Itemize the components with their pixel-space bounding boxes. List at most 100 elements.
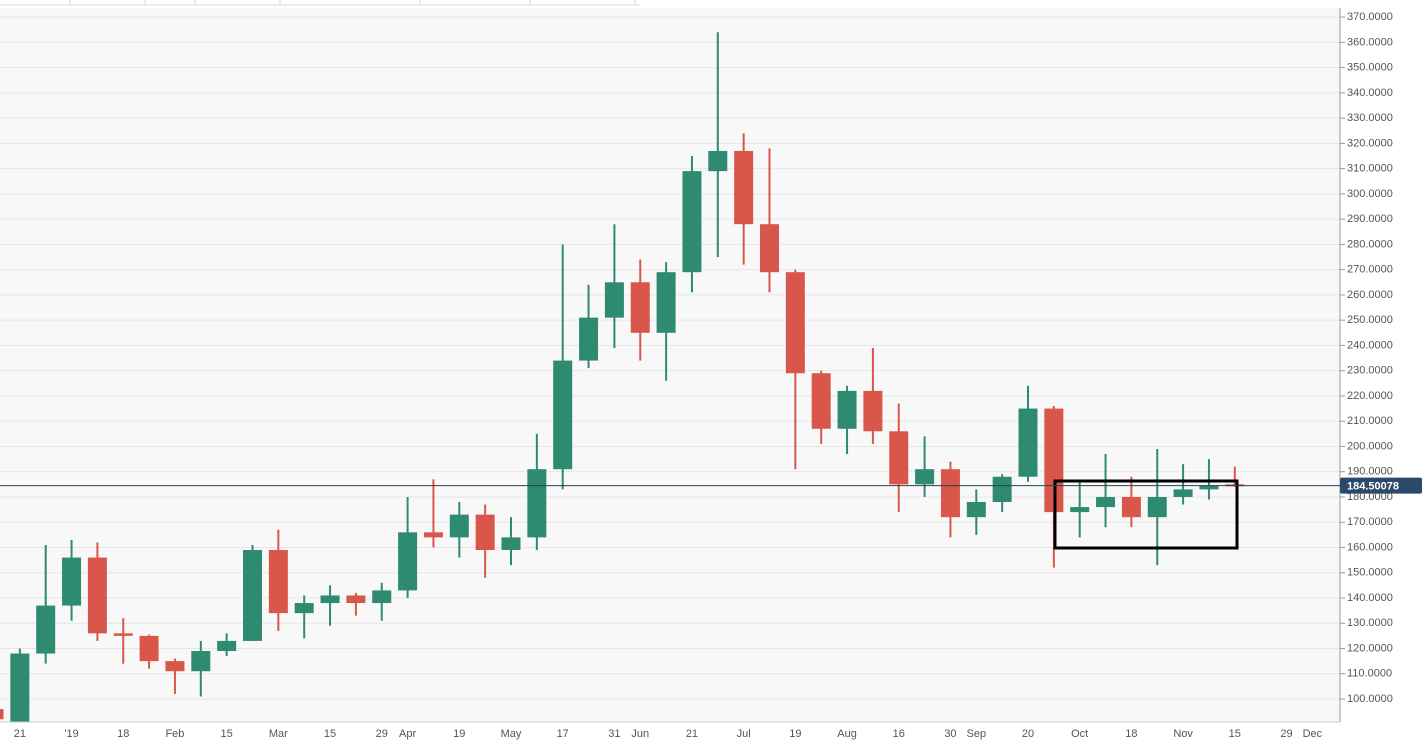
candle-body xyxy=(1044,408,1064,513)
x-tick-label: 15 xyxy=(221,728,233,740)
candle-body xyxy=(191,651,211,672)
x-tick-label: Feb xyxy=(165,728,184,740)
y-tick-label: 150.0000 xyxy=(1347,567,1393,579)
candle-body xyxy=(217,640,237,652)
labels: 100.0000 110.0000 120.0000 130.0000 140.0000… xyxy=(14,11,1393,740)
candle-body xyxy=(915,469,935,485)
y-tick-label: 370.0000 xyxy=(1347,11,1393,23)
x-tick-label: 17 xyxy=(557,728,569,740)
candle-body xyxy=(36,605,56,654)
candle-body xyxy=(734,150,754,225)
y-tick-label: 190.0000 xyxy=(1347,466,1393,478)
y-tick-label: 330.0000 xyxy=(1347,112,1393,124)
x-tick-label: Jul xyxy=(737,728,751,740)
candle-body xyxy=(1173,489,1193,497)
y-tick-label: 140.0000 xyxy=(1347,592,1393,604)
x-tick-label: 15 xyxy=(324,728,336,740)
candles xyxy=(0,32,1245,722)
candle-body xyxy=(1199,485,1219,490)
x-tick-label: Dec xyxy=(1303,728,1323,740)
x-tick-label: Oct xyxy=(1071,728,1088,740)
y-tick-label: 300.0000 xyxy=(1347,188,1393,200)
x-tick-label: 30 xyxy=(944,728,956,740)
x-tick-label: 18 xyxy=(1125,728,1137,740)
candle-body xyxy=(604,282,624,318)
x-tick-label: 15 xyxy=(1229,728,1241,740)
candle-body xyxy=(294,603,314,614)
candle-body xyxy=(320,595,340,604)
candle-body xyxy=(268,550,288,614)
candle-body xyxy=(682,171,702,273)
candle-body xyxy=(0,709,4,720)
candle-body xyxy=(940,469,960,518)
candle-body xyxy=(992,476,1012,503)
candle-body xyxy=(165,661,185,672)
x-tick-label: 21 xyxy=(14,728,26,740)
y-tick-label: 340.0000 xyxy=(1347,87,1393,99)
y-tick-label: 290.0000 xyxy=(1347,213,1393,225)
candle-body xyxy=(1147,496,1167,518)
candle-body xyxy=(87,557,107,634)
y-tick-label: 170.0000 xyxy=(1347,516,1393,528)
y-tick-label: 160.0000 xyxy=(1347,541,1393,553)
highlight-box xyxy=(1053,479,1239,550)
y-tick-label: 230.0000 xyxy=(1347,365,1393,377)
x-tick-label: Aug xyxy=(837,728,857,740)
x-tick-label: Sep xyxy=(967,728,987,740)
candle-body xyxy=(837,390,857,429)
x-tick-label: Mar xyxy=(269,728,288,740)
toolbar xyxy=(0,0,640,6)
candle-body xyxy=(501,537,521,551)
candle-body xyxy=(811,373,831,429)
x-tick-label: 29 xyxy=(376,728,388,740)
x-tick-label: '19 xyxy=(64,728,78,740)
candle-body xyxy=(475,514,495,551)
candle-body xyxy=(889,431,909,485)
candle-body xyxy=(10,653,30,722)
candle-body xyxy=(243,550,262,641)
x-tick-label: 31 xyxy=(608,728,620,740)
x-tick-label: 21 xyxy=(686,728,698,740)
x-tick-label: 16 xyxy=(893,728,905,740)
candle-body xyxy=(372,590,392,604)
grid xyxy=(0,16,1340,700)
candle-body xyxy=(398,532,418,591)
y-tick-label: 320.0000 xyxy=(1347,137,1393,149)
candle-body xyxy=(527,469,547,538)
candle-body xyxy=(1070,507,1090,513)
x-tick-label: Nov xyxy=(1173,728,1193,740)
last-price-label: 184.50078 xyxy=(1347,481,1399,493)
y-tick-label: 200.0000 xyxy=(1347,440,1393,452)
y-tick-label: 310.0000 xyxy=(1347,163,1393,175)
candle-body xyxy=(630,282,650,333)
y-tick-label: 280.0000 xyxy=(1347,238,1393,250)
candle-body xyxy=(785,272,805,374)
y-tick-label: 260.0000 xyxy=(1347,289,1393,301)
candle-body xyxy=(113,633,133,636)
y-tick-label: 120.0000 xyxy=(1347,642,1393,654)
x-tick-label: Apr xyxy=(399,728,416,740)
y-tick-label: 270.0000 xyxy=(1347,264,1393,276)
candle-body xyxy=(1096,496,1116,508)
y-tick-label: 240.0000 xyxy=(1347,339,1393,351)
candle-body xyxy=(708,150,728,172)
y-tick-label: 110.0000 xyxy=(1347,668,1392,680)
y-tick-label: 250.0000 xyxy=(1347,314,1393,326)
x-tick-label: Jun xyxy=(631,728,649,740)
y-tick-label: 100.0000 xyxy=(1347,693,1393,705)
y-tick-label: 220.0000 xyxy=(1347,390,1393,402)
candle-body xyxy=(1121,496,1141,518)
last-price-badge xyxy=(1340,477,1422,494)
y-tick-label: 180.0000 xyxy=(1347,491,1393,503)
candle-body xyxy=(423,532,443,538)
y-tick-label: 360.0000 xyxy=(1347,36,1393,48)
candle-body xyxy=(1018,408,1038,477)
candle-body xyxy=(966,502,986,518)
y-tick-label: 210.0000 xyxy=(1347,415,1393,427)
x-tick-label: 18 xyxy=(117,728,129,740)
x-tick-label: 20 xyxy=(1022,728,1034,740)
candle-body xyxy=(449,514,469,538)
x-tick-label: 19 xyxy=(789,728,801,740)
